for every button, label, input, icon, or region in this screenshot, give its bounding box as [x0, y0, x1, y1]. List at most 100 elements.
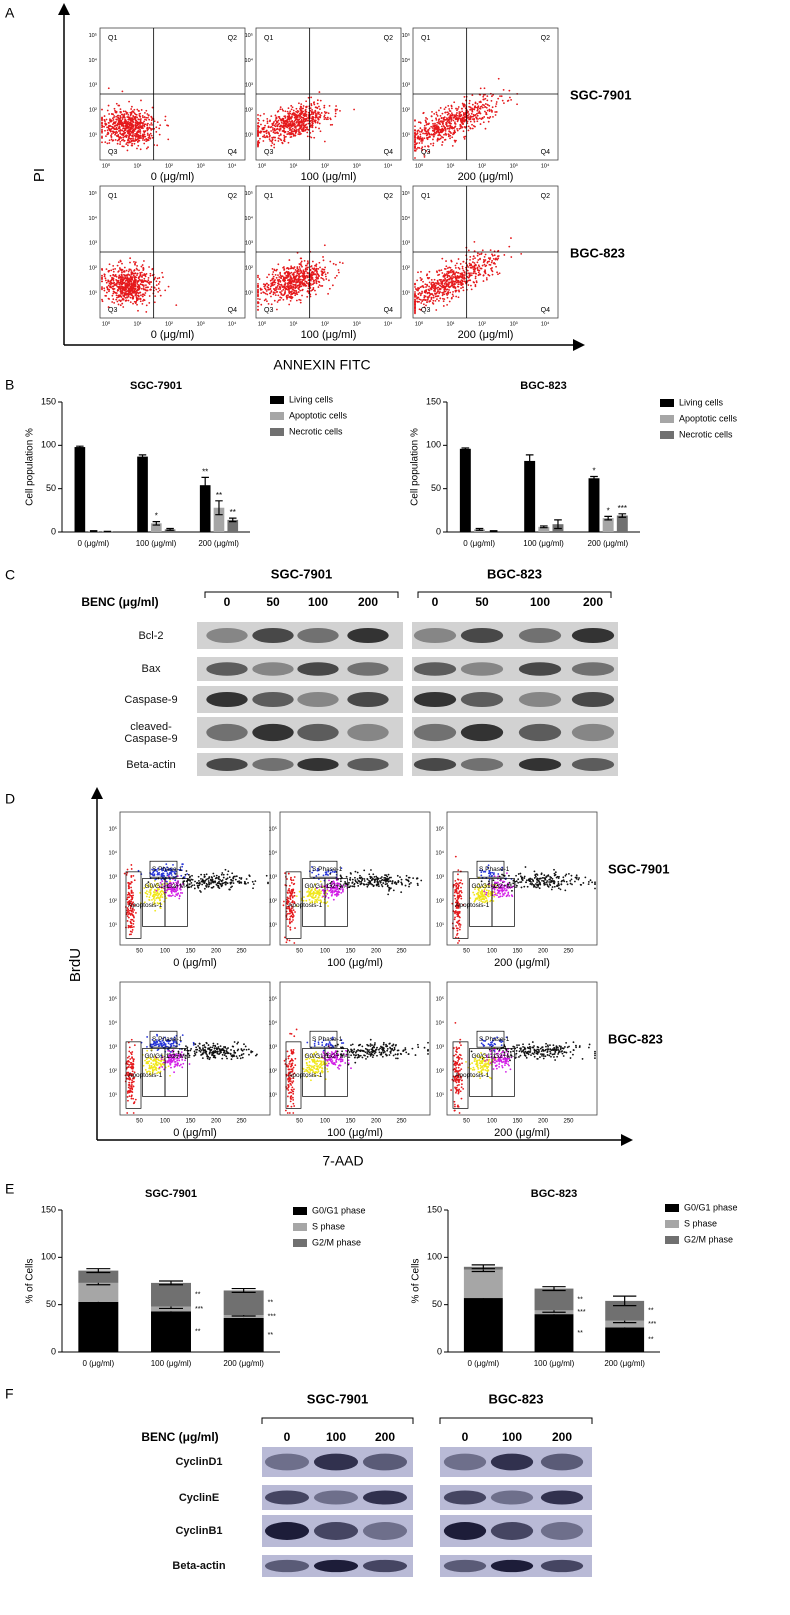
cell-event: [477, 264, 480, 267]
cell-event: [307, 111, 310, 114]
cell-event: [288, 115, 291, 118]
cell-event: [136, 141, 139, 143]
cell-event: [105, 135, 107, 138]
cell-event: [140, 287, 143, 290]
cell-event: [282, 288, 285, 291]
y-tick-label: 10⁴: [245, 215, 254, 222]
x-tick-label: 10⁰: [258, 162, 267, 169]
cell-event: [112, 130, 115, 133]
cell-event: [428, 136, 431, 138]
cell-event: [297, 120, 300, 122]
cell-event: [289, 300, 292, 302]
cell-event: [112, 274, 114, 276]
cell-event: [133, 909, 135, 911]
cell-event: [454, 283, 456, 286]
cell-event: [264, 284, 267, 287]
cell-event: [314, 273, 317, 276]
cell-event: [455, 289, 458, 292]
cell-event: [142, 136, 145, 138]
cell-event: [145, 890, 148, 892]
cell-event: [132, 282, 135, 284]
cell-event: [436, 298, 438, 301]
blot-band: [297, 691, 339, 708]
cell-event: [289, 126, 291, 129]
cell-event: [127, 299, 130, 302]
cell-event: [224, 881, 227, 883]
cell-event: [424, 119, 427, 122]
cell-event: [289, 275, 292, 277]
cell-event: [118, 123, 121, 126]
cell-event: [104, 277, 107, 280]
cell-event: [287, 278, 290, 281]
cell-event: [123, 270, 126, 272]
cell-event: [440, 131, 443, 134]
cell-event: [313, 280, 316, 282]
cell-event: [129, 296, 132, 299]
cell-event: [125, 111, 128, 114]
cell-event: [147, 122, 149, 125]
cell-event: [270, 126, 273, 128]
cell-event: [282, 124, 285, 127]
cell-event: [156, 144, 159, 147]
x-tick-label: 10³: [510, 321, 518, 327]
cell-event: [456, 128, 458, 130]
cell-event: [120, 273, 123, 276]
flow-plot: [279, 811, 431, 946]
cell-event: [150, 286, 153, 288]
cell-event: [418, 130, 421, 133]
cell-event: [427, 288, 430, 291]
cell-event: [422, 280, 424, 283]
cell-event: [258, 125, 261, 128]
y-tick-label: 100: [41, 1252, 56, 1262]
cell-event: [151, 124, 153, 126]
cell-event: [234, 878, 237, 881]
cell-event: [440, 117, 443, 119]
cell-event: [294, 287, 297, 290]
cell-event: [145, 109, 148, 112]
cell-event: [438, 109, 440, 112]
cell-event: [127, 293, 130, 296]
cell-event: [300, 109, 302, 112]
cell-event: [129, 912, 131, 915]
cell-event: [424, 132, 426, 135]
cell-event: [145, 311, 148, 313]
cell-event: [121, 121, 124, 124]
y-tick-label: 10²: [402, 108, 410, 114]
cell-event: [443, 116, 446, 119]
blot-band: [413, 662, 457, 676]
cell-event: [121, 302, 124, 305]
cell-event: [327, 112, 330, 115]
cell-event: [453, 114, 455, 117]
dose-label: 100 (μg/ml): [301, 329, 357, 341]
y-tick-label: 10¹: [89, 291, 97, 297]
quadrant-label: Q1: [108, 35, 117, 42]
cell-event: [200, 891, 202, 893]
cell-event: [448, 117, 451, 119]
cell-event: [118, 294, 120, 297]
cell-event: [232, 877, 235, 880]
cell-event: [231, 885, 233, 888]
cell-event: [486, 109, 489, 112]
cell-event: [122, 125, 125, 128]
x-tick-label: 10⁴: [541, 162, 550, 169]
cell-event: [335, 105, 337, 107]
cell-event: [135, 127, 138, 129]
cell-event: [274, 123, 277, 125]
cell-event: [421, 149, 424, 152]
significance-mark: **: [202, 468, 208, 477]
cell-event: [283, 266, 285, 268]
cell-event: [274, 119, 277, 122]
cell-event: [495, 103, 498, 105]
cell-event: [294, 284, 297, 287]
cell-event: [461, 102, 464, 105]
cell-event: [457, 119, 460, 121]
cell-event: [215, 874, 218, 877]
cell-event: [158, 127, 161, 130]
cell-event: [491, 95, 493, 98]
cell-event: [292, 291, 295, 294]
cell-event: [114, 267, 117, 270]
cell-event: [432, 294, 435, 297]
cell-event: [225, 878, 228, 881]
cell-event: [313, 267, 316, 270]
cell-event: [489, 249, 492, 251]
